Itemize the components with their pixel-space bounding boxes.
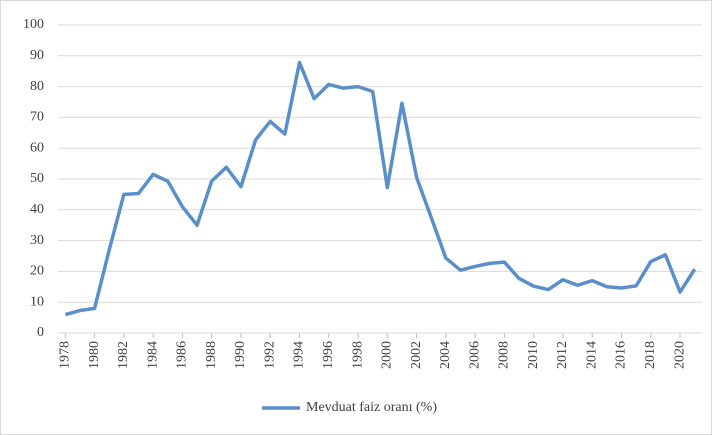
y-tick-label: 20 bbox=[30, 264, 44, 279]
x-tick-label: 2016 bbox=[614, 341, 629, 369]
x-tick-label: 1980 bbox=[87, 341, 102, 369]
x-tick-label: 1986 bbox=[175, 341, 190, 369]
x-tick-label: 2008 bbox=[497, 341, 512, 369]
y-tick-label: 70 bbox=[30, 110, 44, 125]
x-tick-label: 1996 bbox=[321, 341, 336, 369]
y-tick-label: 40 bbox=[30, 202, 44, 217]
x-tick-label: 1988 bbox=[204, 341, 219, 369]
x-tick-label: 2010 bbox=[526, 341, 541, 369]
x-tick-label: 1998 bbox=[350, 341, 365, 369]
x-tick-label: 1982 bbox=[116, 341, 131, 369]
y-tick-label: 50 bbox=[30, 171, 44, 186]
x-tick-label: 1978 bbox=[58, 341, 73, 369]
legend-label: Mevduat faiz oranı (%) bbox=[306, 400, 437, 415]
x-tick-label: 2018 bbox=[643, 341, 658, 369]
y-tick-label: 10 bbox=[30, 294, 44, 309]
y-tick-label: 30 bbox=[30, 233, 44, 248]
y-tick-label: 0 bbox=[37, 325, 44, 340]
x-tick-label: 1994 bbox=[292, 341, 307, 369]
x-tick-label: 2006 bbox=[467, 341, 482, 369]
y-tick-label: 100 bbox=[23, 17, 44, 32]
x-tick-label: 1984 bbox=[145, 341, 160, 369]
y-tick-label: 90 bbox=[30, 48, 44, 63]
x-tick-label: 1990 bbox=[233, 341, 248, 369]
y-tick-label: 60 bbox=[30, 140, 44, 155]
x-tick-label: 2002 bbox=[409, 341, 424, 369]
x-tick-label: 1992 bbox=[262, 341, 277, 369]
x-tick-label: 2020 bbox=[672, 341, 687, 369]
x-tick-label: 2000 bbox=[380, 341, 395, 369]
y-tick-label: 80 bbox=[30, 79, 44, 94]
x-tick-label: 2014 bbox=[584, 341, 599, 369]
data-line bbox=[64, 60, 697, 317]
x-tick-label: 2012 bbox=[555, 341, 570, 369]
x-tick-label: 2004 bbox=[438, 341, 453, 369]
